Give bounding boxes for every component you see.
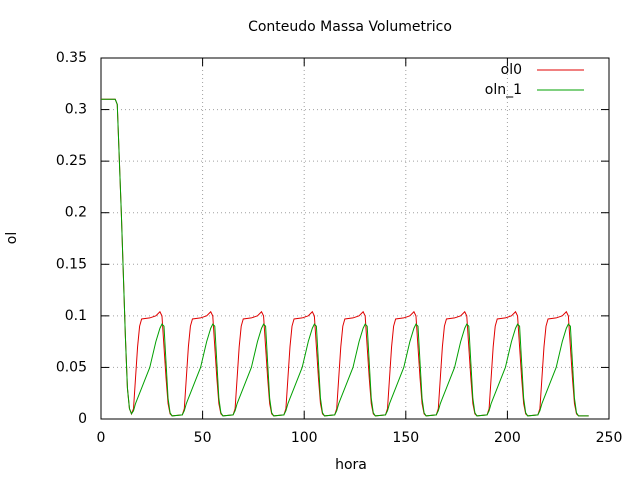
y-tick-label: 0.2 xyxy=(65,205,87,221)
y-tick-label: 0.05 xyxy=(56,359,87,375)
legend-label: oln_1 xyxy=(485,82,522,98)
y-tick-label: 0.35 xyxy=(56,50,87,66)
y-tick-label: 0.15 xyxy=(56,256,87,272)
series-line xyxy=(101,98,589,417)
x-tick-label: 250 xyxy=(596,430,623,446)
y-tick-label: 0 xyxy=(78,411,87,427)
y-axis-label: ol xyxy=(4,232,20,244)
x-tick-label: 200 xyxy=(494,430,521,446)
x-axis-label: hora xyxy=(335,457,367,473)
y-tick-label: 0.25 xyxy=(56,153,87,169)
chart-title: Conteudo Massa Volumetrico xyxy=(248,19,452,35)
x-tick-label: 100 xyxy=(291,430,318,446)
y-tick-label: 0.1 xyxy=(65,308,87,324)
x-tick-label: 150 xyxy=(392,430,419,446)
series-line xyxy=(101,98,589,417)
legend-label: ol0 xyxy=(501,62,522,78)
y-tick-label: 0.3 xyxy=(65,102,87,118)
plot-border xyxy=(100,57,610,420)
x-tick-label: 50 xyxy=(194,430,212,446)
x-tick-label: 0 xyxy=(97,430,106,446)
